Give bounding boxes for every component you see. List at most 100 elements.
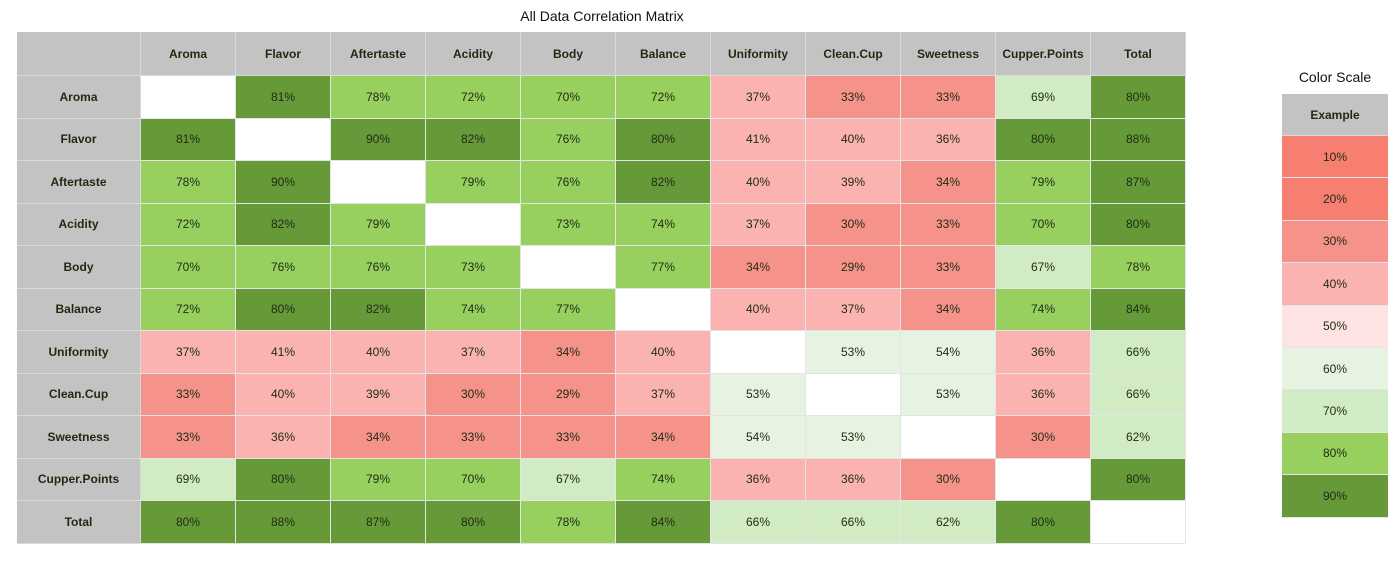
color-scale-swatch-50: 50% [1282,305,1388,348]
matrix-cell-aroma-cupper-points: 69% [996,76,1091,119]
matrix-cell-aftertaste-uniformity: 40% [711,161,806,204]
row-header-total: Total [17,501,141,544]
column-header-total: Total [1091,32,1186,76]
matrix-cell-aftertaste-sweetness: 34% [901,161,996,204]
matrix-cell-cupper-points-flavor: 80% [236,458,331,501]
matrix-cell-clean-cup-uniformity: 53% [711,373,806,416]
column-header-clean-cup: Clean.Cup [806,32,901,76]
matrix-cell-aroma-body: 70% [521,76,616,119]
matrix-cell-flavor-uniformity: 41% [711,118,806,161]
column-header-body: Body [521,32,616,76]
matrix-cell-sweetness-total: 62% [1091,416,1186,459]
column-header-acidity: Acidity [426,32,521,76]
matrix-cell-diagonal [426,203,521,246]
matrix-cell-cupper-points-total: 80% [1091,458,1186,501]
row-header-acidity: Acidity [17,203,141,246]
row-header-balance: Balance [17,288,141,331]
matrix-cell-aftertaste-body: 76% [521,161,616,204]
row-header-body: Body [17,246,141,289]
matrix-cell-clean-cup-total: 66% [1091,373,1186,416]
matrix-cell-flavor-cupper-points: 80% [996,118,1091,161]
matrix-cell-flavor-balance: 80% [616,118,711,161]
matrix-cell-uniformity-aftertaste: 40% [331,331,426,374]
matrix-cell-uniformity-body: 34% [521,331,616,374]
matrix-cell-clean-cup-sweetness: 53% [901,373,996,416]
matrix-cell-aroma-uniformity: 37% [711,76,806,119]
matrix-cell-aftertaste-flavor: 90% [236,161,331,204]
color-scale-title: Color Scale [1298,69,1372,85]
matrix-cell-sweetness-acidity: 33% [426,416,521,459]
matrix-cell-balance-sweetness: 34% [901,288,996,331]
matrix-cell-sweetness-balance: 34% [616,416,711,459]
matrix-cell-aftertaste-balance: 82% [616,161,711,204]
row-header-aftertaste: Aftertaste [17,161,141,204]
column-header-flavor: Flavor [236,32,331,76]
matrix-cell-uniformity-balance: 40% [616,331,711,374]
matrix-cell-body-total: 78% [1091,246,1186,289]
matrix-cell-uniformity-acidity: 37% [426,331,521,374]
matrix-cell-aftertaste-cupper-points: 79% [996,161,1091,204]
column-header-aftertaste: Aftertaste [331,32,426,76]
matrix-cell-aftertaste-total: 87% [1091,161,1186,204]
row-header-clean-cup: Clean.Cup [17,373,141,416]
matrix-cell-balance-acidity: 74% [426,288,521,331]
matrix-cell-aroma-balance: 72% [616,76,711,119]
matrix-cell-clean-cup-aftertaste: 39% [331,373,426,416]
matrix-cell-aroma-flavor: 81% [236,76,331,119]
matrix-cell-cupper-points-sweetness: 30% [901,458,996,501]
matrix-cell-acidity-clean-cup: 30% [806,203,901,246]
matrix-cell-balance-flavor: 80% [236,288,331,331]
matrix-cell-diagonal [901,416,996,459]
matrix-cell-body-clean-cup: 29% [806,246,901,289]
matrix-cell-flavor-acidity: 82% [426,118,521,161]
matrix-cell-uniformity-cupper-points: 36% [996,331,1091,374]
matrix-cell-acidity-cupper-points: 70% [996,203,1091,246]
matrix-cell-aftertaste-aroma: 78% [141,161,236,204]
matrix-cell-acidity-balance: 74% [616,203,711,246]
chart-title: All Data Correlation Matrix [520,8,684,24]
matrix-cell-diagonal [996,458,1091,501]
matrix-cell-uniformity-sweetness: 54% [901,331,996,374]
matrix-cell-acidity-sweetness: 33% [901,203,996,246]
row-header-flavor: Flavor [17,118,141,161]
matrix-cell-clean-cup-aroma: 33% [141,373,236,416]
matrix-corner [17,32,141,76]
matrix-cell-acidity-aftertaste: 79% [331,203,426,246]
matrix-cell-diagonal [616,288,711,331]
matrix-cell-sweetness-aftertaste: 34% [331,416,426,459]
matrix-cell-diagonal [236,118,331,161]
color-scale-swatch-40: 40% [1282,263,1388,306]
color-scale-swatch-30: 30% [1282,220,1388,264]
matrix-cell-flavor-aftertaste: 90% [331,118,426,161]
matrix-cell-acidity-total: 80% [1091,203,1186,246]
matrix-cell-cupper-points-uniformity: 36% [711,458,806,501]
matrix-cell-balance-clean-cup: 37% [806,288,901,331]
matrix-cell-clean-cup-body: 29% [521,373,616,416]
color-scale-swatch-90: 90% [1282,475,1388,518]
column-header-uniformity: Uniformity [711,32,806,76]
matrix-cell-balance-cupper-points: 74% [996,288,1091,331]
matrix-cell-total-uniformity: 66% [711,501,806,544]
matrix-cell-total-clean-cup: 66% [806,501,901,544]
row-header-cupper-points: Cupper.Points [17,458,141,501]
matrix-cell-balance-aroma: 72% [141,288,236,331]
color-scale-legend: Example 10% 20% 30% 40% 50% 60% 70% 80% 90% [1282,94,1388,518]
matrix-cell-total-acidity: 80% [426,501,521,544]
matrix-cell-total-aftertaste: 87% [331,501,426,544]
matrix-cell-aftertaste-clean-cup: 39% [806,161,901,204]
matrix-cell-balance-total: 84% [1091,288,1186,331]
matrix-cell-acidity-uniformity: 37% [711,203,806,246]
matrix-cell-clean-cup-acidity: 30% [426,373,521,416]
matrix-cell-total-cupper-points: 80% [996,501,1091,544]
matrix-cell-diagonal [331,161,426,204]
matrix-cell-diagonal [711,331,806,374]
matrix-cell-body-balance: 77% [616,246,711,289]
matrix-cell-total-flavor: 88% [236,501,331,544]
matrix-cell-diagonal [521,246,616,289]
matrix-cell-total-body: 78% [521,501,616,544]
matrix-cell-aroma-sweetness: 33% [901,76,996,119]
matrix-cell-clean-cup-cupper-points: 36% [996,373,1091,416]
matrix-cell-sweetness-uniformity: 54% [711,416,806,459]
matrix-cell-diagonal [806,373,901,416]
row-header-aroma: Aroma [17,76,141,119]
